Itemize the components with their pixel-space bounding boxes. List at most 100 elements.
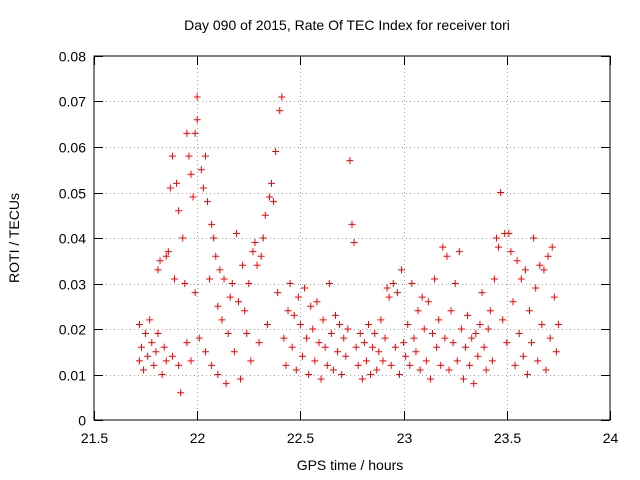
- data-point: [323, 361, 331, 369]
- data-point: [301, 284, 309, 292]
- data-point: [226, 293, 234, 301]
- data-point: [253, 261, 261, 269]
- y-tick-label: 0.08: [59, 49, 86, 65]
- data-point: [193, 93, 201, 101]
- data-point: [538, 320, 546, 328]
- data-point: [154, 330, 162, 338]
- data-point: [292, 366, 300, 374]
- data-point: [305, 371, 313, 378]
- data-point: [410, 334, 418, 342]
- data-point: [406, 361, 414, 369]
- data-point: [212, 252, 220, 260]
- data-point: [282, 361, 290, 369]
- data-point: [365, 320, 373, 328]
- data-point: [511, 361, 519, 369]
- data-point: [307, 302, 315, 310]
- data-point: [517, 275, 525, 283]
- data-point: [220, 275, 228, 283]
- data-point: [441, 334, 449, 342]
- chart-title: Day 090 of 2015, Rate Of TEC Index for r…: [184, 17, 510, 33]
- data-point: [216, 266, 224, 274]
- data-point: [457, 325, 465, 333]
- data-point: [552, 348, 560, 356]
- axis-ticks: 0 0.01 0.02 0.03 0.04 0.05 0.06 0.07 0.08 21.5 22 2…: [59, 49, 619, 447]
- data-point: [536, 261, 544, 269]
- data-point: [472, 330, 480, 338]
- data-point: [416, 366, 424, 374]
- data-point: [218, 316, 226, 324]
- data-point: [294, 293, 302, 301]
- y-tick-label: 0.03: [59, 277, 86, 293]
- data-point: [464, 311, 472, 319]
- data-point: [197, 166, 205, 174]
- data-point: [187, 170, 195, 178]
- data-point: [478, 289, 486, 297]
- data-point: [490, 275, 498, 283]
- data-point: [286, 280, 294, 287]
- data-point: [241, 307, 249, 315]
- data-point: [144, 352, 152, 360]
- x-tick-label: 22: [190, 430, 206, 446]
- data-point: [398, 266, 406, 274]
- data-point: [278, 93, 286, 101]
- data-point: [439, 243, 447, 251]
- x-tick-label: 23: [397, 430, 413, 446]
- data-point: [162, 252, 170, 260]
- data-point: [408, 280, 416, 287]
- data-point: [449, 339, 457, 347]
- data-point: [191, 129, 199, 137]
- data-point: [519, 352, 527, 360]
- data-point: [210, 234, 218, 242]
- data-point: [389, 280, 397, 287]
- data-point: [166, 184, 174, 192]
- data-point: [255, 339, 263, 347]
- data-point: [379, 357, 387, 365]
- data-point: [488, 357, 496, 365]
- data-point: [509, 298, 517, 306]
- plot-frame: [93, 55, 611, 421]
- data-point: [183, 129, 191, 137]
- y-tick-label: 0.07: [59, 94, 86, 110]
- data-point: [199, 184, 207, 192]
- data-point: [486, 307, 494, 315]
- data-point: [168, 152, 176, 160]
- data-point: [445, 366, 453, 374]
- data-point: [395, 371, 403, 378]
- data-point: [206, 275, 214, 283]
- data-point: [214, 371, 222, 378]
- x-axis-label: GPS time / hours: [296, 457, 404, 473]
- x-tick-label: 21.5: [81, 430, 108, 446]
- data-point: [193, 116, 201, 124]
- data-point: [189, 193, 197, 201]
- data-point: [319, 316, 327, 324]
- data-point: [164, 248, 172, 256]
- data-point: [228, 280, 236, 287]
- data-point: [358, 375, 366, 383]
- data-point: [146, 316, 154, 324]
- data-point: [453, 357, 461, 365]
- x-tick-label: 24: [603, 430, 619, 446]
- data-point: [503, 339, 511, 347]
- data-point: [466, 361, 474, 369]
- data-point: [329, 366, 337, 374]
- data-point: [540, 266, 548, 274]
- data-point: [263, 320, 271, 328]
- y-tick-label: 0.04: [59, 231, 86, 247]
- data-point: [280, 334, 288, 342]
- data-point: [402, 352, 410, 360]
- y-tick-label: 0.06: [59, 140, 86, 156]
- data-point: [183, 339, 191, 347]
- data-point: [418, 293, 426, 301]
- data-point: [344, 325, 352, 333]
- data-point: [546, 334, 554, 342]
- data-point: [214, 302, 222, 310]
- data-point: [480, 343, 488, 351]
- data-point: [554, 320, 562, 328]
- data-point: [371, 330, 379, 338]
- data-point: [393, 289, 401, 297]
- data-point: [181, 280, 189, 287]
- data-point: [311, 357, 319, 365]
- data-point: [170, 275, 178, 283]
- data-point: [476, 320, 484, 328]
- data-point: [528, 339, 536, 347]
